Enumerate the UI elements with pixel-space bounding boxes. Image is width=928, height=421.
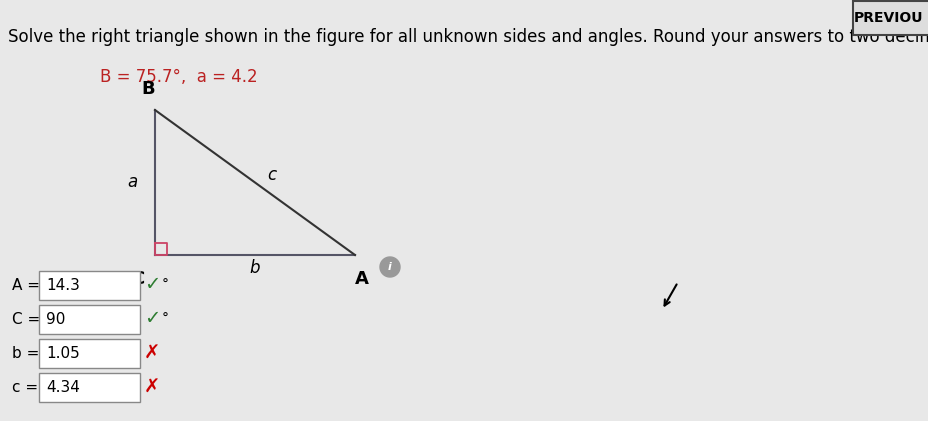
Polygon shape (380, 257, 400, 277)
Text: ✓: ✓ (144, 275, 161, 295)
Text: b =: b = (12, 346, 39, 360)
Text: a: a (127, 173, 137, 191)
Text: °: ° (161, 278, 169, 292)
Text: b: b (250, 259, 260, 277)
Text: C: C (131, 270, 145, 288)
Text: 90: 90 (46, 312, 65, 327)
Text: 14.3: 14.3 (46, 277, 80, 293)
Text: c: c (267, 166, 277, 184)
Text: 1.05: 1.05 (46, 346, 80, 360)
Text: ✗: ✗ (144, 344, 161, 362)
Text: B = 75.7°,  a = 4.2: B = 75.7°, a = 4.2 (100, 68, 257, 86)
FancyBboxPatch shape (40, 373, 140, 402)
Text: PREVIOU: PREVIOU (853, 11, 922, 25)
Text: ✗: ✗ (144, 378, 161, 397)
Text: °: ° (161, 312, 169, 326)
Text: Solve the right triangle shown in the figure for all unknown sides and angles. R: Solve the right triangle shown in the fi… (8, 28, 928, 46)
Text: A: A (354, 270, 368, 288)
Text: ✓: ✓ (144, 309, 161, 328)
FancyBboxPatch shape (40, 271, 140, 299)
Text: A =: A = (12, 277, 40, 293)
FancyBboxPatch shape (40, 304, 140, 333)
Text: 4.34: 4.34 (46, 379, 80, 394)
Text: c =: c = (12, 379, 38, 394)
FancyBboxPatch shape (852, 1, 928, 35)
Text: B: B (141, 80, 155, 98)
Text: C =: C = (12, 312, 40, 327)
FancyBboxPatch shape (40, 338, 140, 368)
Text: i: i (388, 262, 392, 272)
